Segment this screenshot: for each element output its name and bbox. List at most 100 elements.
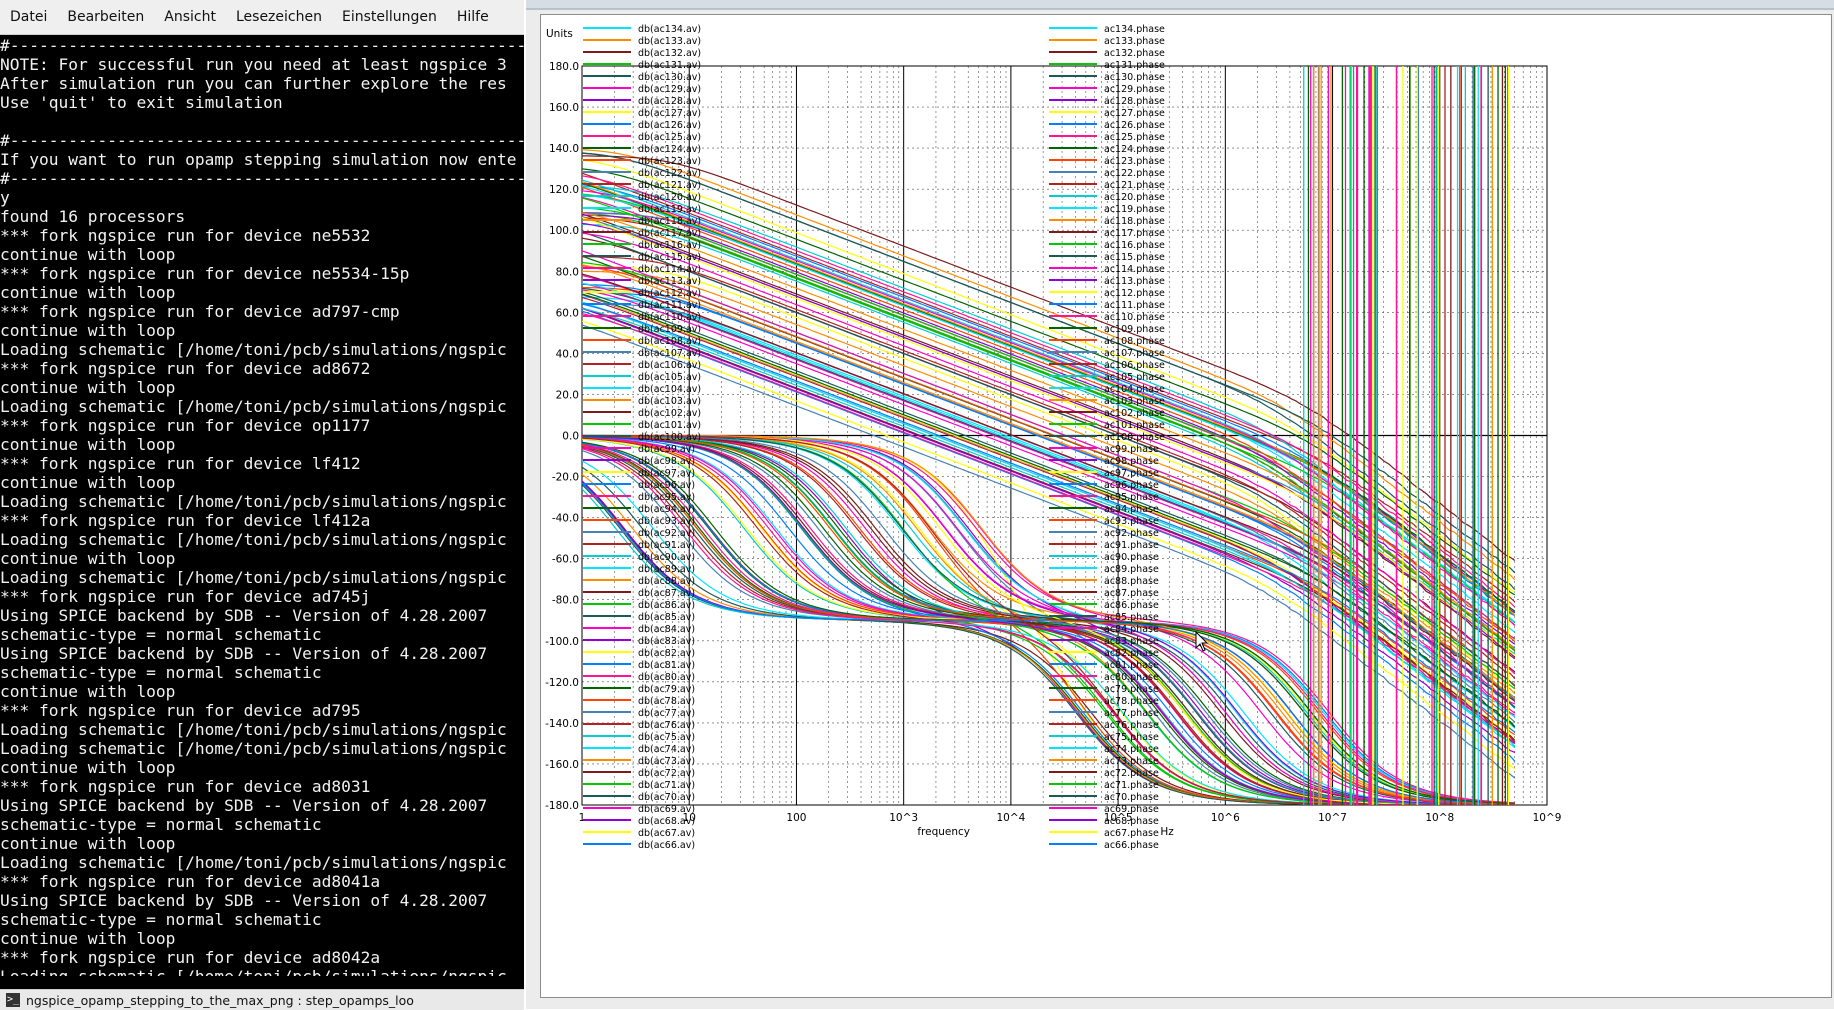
terminal-line: continue with loop — [0, 321, 176, 340]
terminal-line: #---------------------------------------… — [0, 169, 524, 188]
terminal-line: Using SPICE backend by SDB -- Version of… — [0, 796, 488, 815]
terminal-line: Loading schematic [/home/toni/pcb/simula… — [0, 853, 507, 872]
magnitude-curve — [582, 324, 1516, 779]
legend-label: ac76.phase — [1104, 720, 1159, 731]
legend-label: ac112.phase — [1104, 288, 1165, 299]
menu-lesezeichen[interactable]: Lesezeichen — [235, 9, 322, 25]
x-tick-label: 10^8 — [1425, 812, 1454, 824]
legend-label: ac98.phase — [1104, 456, 1159, 467]
legend-label: db(ac114.av) — [638, 264, 701, 275]
legend-label: db(ac66.av) — [638, 840, 695, 851]
legend-label: db(ac134.av) — [638, 24, 701, 35]
legend-label: db(ac71.av) — [638, 780, 695, 791]
terminal-output[interactable]: #---------------------------------------… — [0, 36, 524, 976]
terminal-line: continue with loop — [0, 378, 176, 397]
magnitude-curve — [582, 282, 1516, 708]
terminal-line: *** fork ngspice run for device ad8031 — [0, 777, 371, 796]
legend-label: db(ac132.av) — [638, 48, 701, 59]
terminal-line: Loading schematic [/home/toni/pcb/simula… — [0, 967, 524, 976]
y-tick-label: 120.0 — [549, 184, 579, 196]
legend-label: db(ac96.av) — [638, 480, 695, 491]
legend-label: db(ac95.av) — [638, 492, 695, 503]
menu-einstellungen[interactable]: Einstellungen — [341, 9, 437, 25]
legend-label: db(ac130.av) — [638, 72, 701, 83]
terminal-line: Loading schematic [/home/toni/pcb/simula… — [0, 340, 507, 359]
terminal-line: y — [0, 188, 10, 207]
magnitude-curve — [582, 181, 1516, 616]
y-tick-label: 0.0 — [562, 431, 579, 443]
terminal-line: #---------------------------------------… — [0, 36, 524, 55]
legend-label: db(ac113.av) — [638, 276, 701, 287]
terminal-line: *** fork ngspice run for device lf412a — [0, 511, 371, 530]
legend-label: ac126.phase — [1104, 120, 1165, 131]
terminal-line: continue with loop — [0, 283, 176, 302]
legend-label: db(ac123.av) — [638, 156, 701, 167]
magnitude-curve — [582, 265, 1516, 686]
legend-label: db(ac81.av) — [638, 660, 695, 671]
legend-label: ac103.phase — [1104, 396, 1165, 407]
magnitude-curve — [582, 287, 1516, 708]
legend-label: db(ac78.av) — [638, 696, 695, 707]
menu-hilfe[interactable]: Hilfe — [456, 9, 489, 25]
legend-label: ac80.phase — [1104, 672, 1159, 683]
legend-label: ac132.phase — [1104, 48, 1165, 59]
legend-label: db(ac115.av) — [638, 252, 701, 263]
legend-label: db(ac108.av) — [638, 336, 701, 347]
magnitude-curve — [582, 190, 1516, 626]
taskbar-window-title[interactable]: ngspice_opamp_stepping_to_the_max_png : … — [26, 992, 414, 1008]
terminal-line: Loading schematic [/home/toni/pcb/simula… — [0, 720, 507, 739]
legend-label: db(ac126.av) — [638, 120, 701, 131]
menu-ansicht[interactable]: Ansicht — [164, 9, 216, 25]
plot-window[interactable]: 180.0 160.0 140.0 120.0 100.0 80.0 60.0 40.0 20.… — [526, 0, 1834, 1009]
legend-label: db(ac131.av) — [638, 60, 701, 71]
y-tick-label: -160.0 — [545, 759, 579, 771]
legend-label: db(ac97.av) — [638, 468, 695, 479]
legend-label: ac85.phase — [1104, 612, 1159, 623]
magnitude-curve — [582, 296, 1516, 743]
x-tick-label: 10 — [683, 812, 696, 824]
menu-bearbeiten[interactable]: Bearbeiten — [67, 9, 145, 25]
legend-label: db(ac109.av) — [638, 324, 701, 335]
legend-label: db(ac76.av) — [638, 720, 695, 731]
magnitude-curve — [582, 213, 1516, 660]
legend-label: ac107.phase — [1104, 348, 1165, 359]
magnitude-curve — [582, 310, 1516, 762]
magnitude-curve — [582, 307, 1516, 753]
legend-label: db(ac79.av) — [638, 684, 695, 695]
x-tick-label: 10^9 — [1533, 812, 1562, 824]
magnitude-curve — [582, 223, 1516, 655]
terminal-line: Using SPICE backend by SDB -- Version of… — [0, 606, 488, 625]
terminal-line: continue with loop — [0, 473, 176, 492]
legend-label: ac118.phase — [1104, 216, 1165, 227]
magnitude-curve — [582, 168, 1516, 596]
magnitude-curve — [582, 291, 1516, 728]
legend-label: ac116.phase — [1104, 240, 1165, 251]
legend-label: db(ac104.av) — [638, 384, 701, 395]
legend-label: ac114.phase — [1104, 264, 1165, 275]
plot-area[interactable]: 180.0 160.0 140.0 120.0 100.0 80.0 60.0 40.0 20.… — [540, 14, 1832, 998]
y-tick-label: -140.0 — [545, 718, 579, 730]
legend-label: db(ac128.av) — [638, 96, 701, 107]
terminal-line: continue with loop — [0, 758, 176, 777]
terminal-window[interactable]: Datei Bearbeiten Ansicht Lesezeichen Einstel… — [0, 0, 524, 1010]
menu-datei[interactable]: Datei — [10, 9, 48, 25]
legend-label: db(ac124.av) — [638, 144, 701, 155]
legend-label: ac90.phase — [1104, 552, 1159, 563]
legend: ac134.phaseac133.phaseac132.phaseac131.p… — [1049, 24, 1165, 851]
legend-label: ac122.phase — [1104, 168, 1165, 179]
terminal-line — [0, 112, 524, 131]
terminal-line: Use 'quit' to exit simulation — [0, 93, 283, 112]
terminal-line: NOTE: For successful run you need at lea… — [0, 55, 507, 74]
legend-label: ac106.phase — [1104, 360, 1165, 371]
terminal-line: *** fork ngspice run for device ad795 — [0, 701, 361, 720]
legend-label: ac68.phase — [1104, 816, 1159, 827]
terminal-line: *** fork ngspice run for device ne5534-1… — [0, 264, 410, 283]
x-tick-label: 10^6 — [1211, 812, 1240, 824]
terminal-icon: >_ — [6, 993, 20, 1007]
terminal-line: *** fork ngspice run for device ad8042a — [0, 948, 381, 967]
legend-label: db(ac125.av) — [638, 132, 701, 143]
bode-plot[interactable]: 180.0160.0140.0120.0100.080.060.040.020.… — [541, 15, 1831, 997]
magnitude-curve — [582, 216, 1516, 656]
series-curves — [582, 66, 1516, 805]
magnitude-curve — [582, 232, 1516, 675]
